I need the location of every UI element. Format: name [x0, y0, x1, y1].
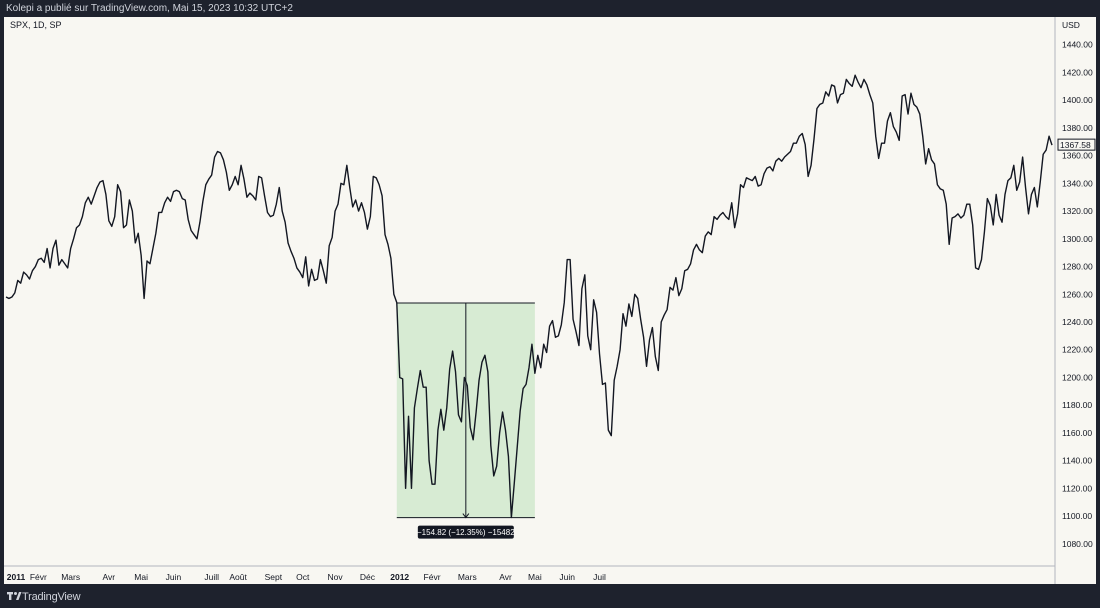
- last-price-value: 1367.58: [1060, 140, 1091, 150]
- price-tick-label: 1220.00: [1062, 345, 1093, 355]
- time-tick-label: Mai: [134, 572, 148, 582]
- price-tick-label: 1140.00: [1062, 456, 1092, 466]
- price-tick-label: 1400.00: [1062, 95, 1093, 105]
- time-tick-label: Mars: [61, 572, 80, 582]
- currency-label: USD: [1062, 20, 1080, 30]
- time-tick-label: Avr: [499, 572, 512, 582]
- time-tick-label: 2012: [390, 572, 409, 582]
- range-arrow-head: [462, 513, 470, 519]
- price-tick-label: 1160.00: [1062, 428, 1092, 438]
- time-tick-label: Juin: [166, 572, 182, 582]
- time-tick-label: Juil: [593, 572, 606, 582]
- series-layer: [5, 74, 1053, 519]
- time-tick-label: Mars: [458, 572, 477, 582]
- price-tick-label: 1100.00: [1062, 511, 1092, 521]
- price-tick-label: 1420.00: [1062, 67, 1093, 77]
- published-info: Kolepi a publié sur TradingView.com, Mai…: [6, 3, 293, 14]
- time-axis[interactable]: 2011 Févr Mars Avr Mai Juin Juill Août Sept Oct No…: [7, 572, 606, 582]
- time-tick-label: Sept: [265, 572, 283, 582]
- time-tick-label: 2011: [7, 572, 26, 582]
- chart-panel[interactable]: [4, 17, 1096, 584]
- brand-name: TradingView: [22, 591, 81, 603]
- tradingview-logo-icon: [7, 592, 22, 600]
- price-tick-label: 1340.00: [1062, 178, 1093, 188]
- time-tick-label: Févr: [424, 572, 441, 582]
- price-tick-label: 1180.00: [1062, 400, 1092, 410]
- spx-price-line: [5, 74, 1053, 519]
- price-tick-label: 1120.00: [1062, 483, 1092, 493]
- time-tick-label: Déc: [360, 572, 376, 582]
- price-tick-label: 1240.00: [1062, 317, 1093, 327]
- price-axis[interactable]: 1080.00 1100.00 1120.00 1140.00 1160.00 1180.…: [1062, 40, 1093, 549]
- last-price-tag: 1367.58: [1057, 138, 1096, 151]
- price-tick-label: 1260.00: [1062, 289, 1093, 299]
- price-tick-label: 1440.00: [1062, 40, 1093, 50]
- time-tick-label: Oct: [296, 572, 310, 582]
- price-chart[interactable]: 1080.00 1100.00 1120.00 1140.00 1160.00 1180.…: [4, 17, 1096, 584]
- price-tick-label: 1320.00: [1062, 206, 1093, 216]
- price-tick-label: 1380.00: [1062, 123, 1093, 133]
- symbol-label: SPX, 1D, SP: [10, 20, 62, 30]
- measure-label: −154.82 (−12.35%) −15482: [417, 525, 515, 539]
- time-tick-label: Juin: [559, 572, 575, 582]
- time-tick-label: Févr: [30, 572, 47, 582]
- bottom-bar: TradingView: [0, 587, 1100, 608]
- time-tick-label: Nov: [328, 572, 344, 582]
- time-tick-label: Juill: [204, 572, 219, 582]
- time-tick-label: Avr: [103, 572, 116, 582]
- top-bar: Kolepi a publié sur TradingView.com, Mai…: [0, 0, 1100, 17]
- time-tick-label: Mai: [528, 572, 542, 582]
- price-tick-label: 1360.00: [1062, 151, 1093, 161]
- price-tick-label: 1080.00: [1062, 539, 1093, 549]
- price-tick-label: 1200.00: [1062, 372, 1093, 382]
- time-tick-label: Août: [229, 572, 247, 582]
- price-tick-label: 1300.00: [1062, 234, 1093, 244]
- price-tick-label: 1280.00: [1062, 262, 1093, 272]
- measure-text: −154.82 (−12.35%) −15482: [417, 528, 515, 537]
